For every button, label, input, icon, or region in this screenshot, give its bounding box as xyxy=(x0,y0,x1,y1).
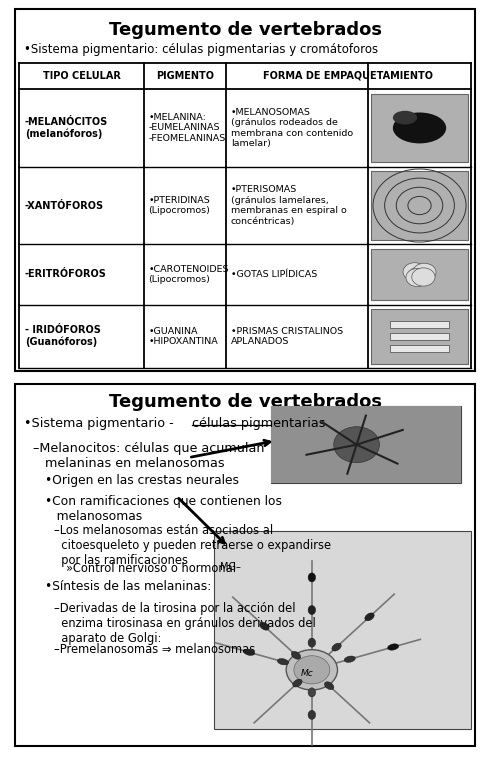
Text: Tegumento de vertebrados: Tegumento de vertebrados xyxy=(108,393,382,411)
Bar xyxy=(371,249,468,300)
Ellipse shape xyxy=(293,679,302,687)
Bar xyxy=(391,321,448,328)
Ellipse shape xyxy=(277,659,289,665)
Ellipse shape xyxy=(388,643,399,650)
Bar xyxy=(371,94,468,162)
Text: –Premelanosomas ⇒ melanosomas: –Premelanosomas ⇒ melanosomas xyxy=(54,643,256,656)
Ellipse shape xyxy=(393,111,417,124)
Bar xyxy=(391,333,448,340)
Bar xyxy=(215,531,471,729)
Text: TIPO CELULAR: TIPO CELULAR xyxy=(43,71,121,81)
Bar xyxy=(391,345,448,352)
Text: •Sistema pigmentario: células pigmentarias y cromátoforos: •Sistema pigmentario: células pigmentari… xyxy=(24,43,378,56)
Circle shape xyxy=(408,266,431,285)
Circle shape xyxy=(334,427,379,463)
Bar xyxy=(271,406,462,484)
Text: FORMA DE EMPAQUETAMIENTO: FORMA DE EMPAQUETAMIENTO xyxy=(264,71,434,81)
Ellipse shape xyxy=(308,688,316,697)
Text: –Derivadas de la tirosina por la acción del
  enzima tirosinasa en gránulos deri: –Derivadas de la tirosina por la acción … xyxy=(54,603,316,646)
Ellipse shape xyxy=(308,573,316,582)
Text: •Síntesis de las melaninas:: •Síntesis de las melaninas: xyxy=(45,580,211,593)
Ellipse shape xyxy=(332,643,341,651)
Circle shape xyxy=(413,263,436,282)
Circle shape xyxy=(412,268,435,286)
Text: células pigmentarias: células pigmentarias xyxy=(192,417,326,430)
Bar xyxy=(371,171,468,240)
Ellipse shape xyxy=(308,638,316,647)
Ellipse shape xyxy=(365,613,374,621)
Text: MG–: MG– xyxy=(220,562,241,572)
Text: -ERITRÓFOROS: -ERITRÓFOROS xyxy=(25,269,107,279)
Ellipse shape xyxy=(344,656,355,662)
Text: •Sistema pigmentario -: •Sistema pigmentario - xyxy=(24,417,178,430)
Text: -XANTÓFOROS: -XANTÓFOROS xyxy=(25,201,104,210)
Text: •PTERISOMAS
(gránulos lamelares,
membranas en espiral o
concéntricas): •PTERISOMAS (gránulos lamelares, membran… xyxy=(231,185,346,226)
Text: PIGMENTO: PIGMENTO xyxy=(156,71,214,81)
Text: •PTERIDINAS
(Lipocromos): •PTERIDINAS (Lipocromos) xyxy=(148,196,210,215)
Text: »Control nervioso o hormonal: »Control nervioso o hormonal xyxy=(66,562,236,575)
Text: •GOTAS LIPÍDICAS: •GOTAS LIPÍDICAS xyxy=(231,270,317,279)
Text: •MELANINA:
-EUMELANINAS
-FEOMELANINAS: •MELANINA: -EUMELANINAS -FEOMELANINAS xyxy=(148,113,226,143)
Circle shape xyxy=(294,656,330,684)
Ellipse shape xyxy=(324,682,334,690)
Ellipse shape xyxy=(292,651,301,659)
Text: Tegumento de vertebrados: Tegumento de vertebrados xyxy=(108,20,382,39)
Text: Mc: Mc xyxy=(301,669,314,678)
Text: •MELANOSOMAS
(gránulos rodeados de
membrana con contenido
lamelar): •MELANOSOMAS (gránulos rodeados de membr… xyxy=(231,107,353,148)
Ellipse shape xyxy=(393,113,446,143)
Bar xyxy=(371,309,468,363)
Text: •CAROTENOIDES
(Lipocromos): •CAROTENOIDES (Lipocromos) xyxy=(148,265,229,284)
FancyBboxPatch shape xyxy=(15,9,475,371)
Text: •Origen en las crestas neurales: •Origen en las crestas neurales xyxy=(45,474,239,488)
Bar xyxy=(271,406,462,484)
Text: -MELANÓCITOS
(melanóforos): -MELANÓCITOS (melanóforos) xyxy=(25,117,108,139)
Text: –Los melanosomas están asociados al
  citoesqueleto y pueden retraerse o expandi: –Los melanosomas están asociados al cito… xyxy=(54,524,332,567)
Text: - IRIDÓFOROS
(Guanóforos): - IRIDÓFOROS (Guanóforos) xyxy=(25,326,101,347)
Ellipse shape xyxy=(308,710,316,719)
Ellipse shape xyxy=(308,606,316,615)
Circle shape xyxy=(406,269,429,287)
Text: •PRISMAS CRISTALINOS
APLANADOS: •PRISMAS CRISTALINOS APLANADOS xyxy=(231,326,343,346)
Ellipse shape xyxy=(260,622,269,630)
Text: –Melanocitos: células que acumulan
   melaninas en melanosomas: –Melanocitos: células que acumulan melan… xyxy=(33,442,265,470)
Circle shape xyxy=(403,263,426,281)
Ellipse shape xyxy=(244,649,255,656)
Circle shape xyxy=(286,650,338,690)
Text: •GUANINA
•HIPOXANTINA: •GUANINA •HIPOXANTINA xyxy=(148,326,219,346)
Text: •Con ramificaciones que contienen los
   melanosomas: •Con ramificaciones que contienen los me… xyxy=(45,494,282,522)
